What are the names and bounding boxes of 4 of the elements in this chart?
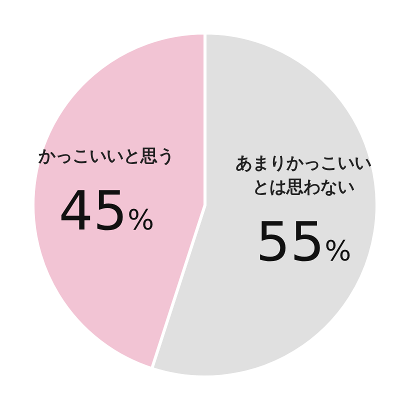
- slice-label: かっこいいと思う: [37, 146, 174, 166]
- data-label: 45%: [58, 179, 154, 242]
- slice-label: あまりかっこいいとは思わない: [236, 154, 372, 198]
- data-label: 55%: [256, 210, 352, 274]
